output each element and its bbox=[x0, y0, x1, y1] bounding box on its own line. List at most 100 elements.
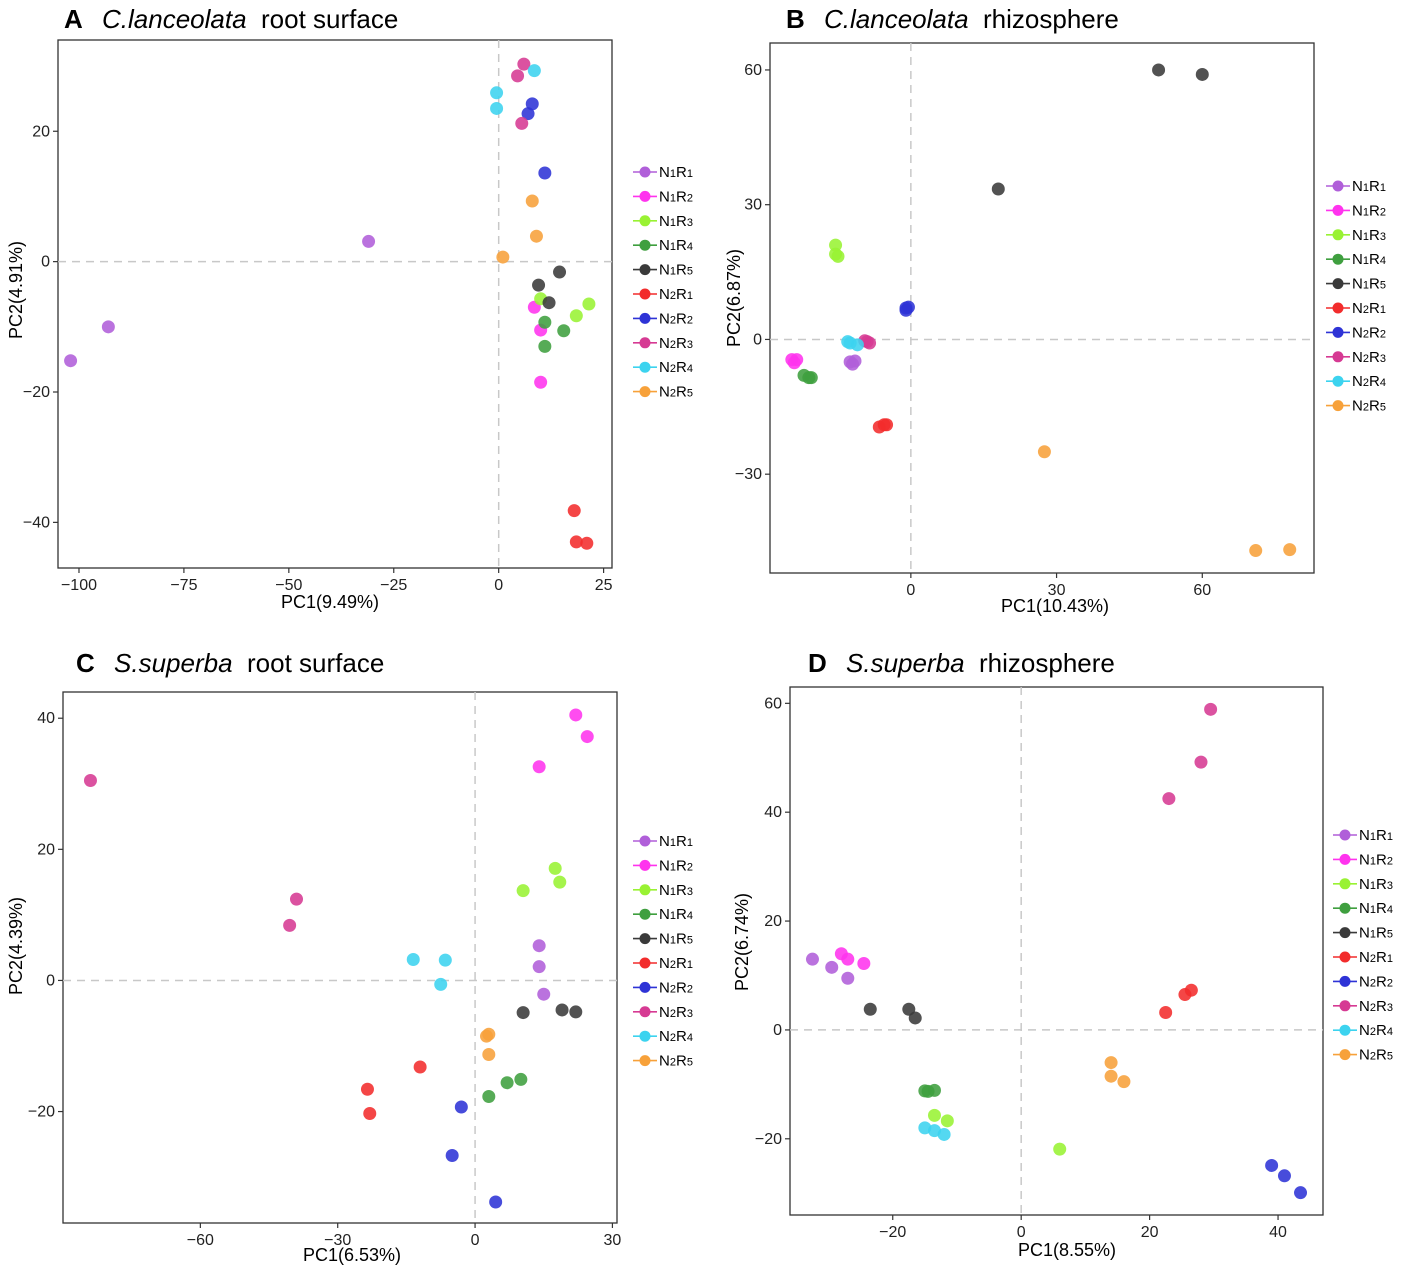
panel-a-point-n1r1 bbox=[64, 354, 78, 368]
panel-a-legend-label-part: R bbox=[676, 262, 687, 279]
panel-b-point-n2r1 bbox=[880, 418, 894, 432]
panel-c-legend-label-part: R bbox=[676, 1028, 687, 1045]
panel-b-point-n1r2 bbox=[787, 356, 801, 370]
panel-c-legend-key-n1r1 bbox=[639, 835, 651, 847]
panel-c-legend-label-part: 3 bbox=[687, 1008, 693, 1020]
panel-a-point-n1r5 bbox=[553, 265, 567, 279]
panel-c-point-n2r2 bbox=[489, 1195, 503, 1209]
panel-a-point-n1r4 bbox=[557, 324, 571, 338]
panel-a-y-tick-label: −20 bbox=[23, 384, 50, 401]
panel-c-legend-label-n1r3: N1R3 bbox=[659, 882, 693, 899]
panel-c-legend-label-part: 2 bbox=[670, 1008, 676, 1020]
panel-c-point-n1r3 bbox=[548, 861, 562, 875]
panel-a-legend-label-part: 1 bbox=[670, 192, 676, 204]
panel-a-x-tick-label: −25 bbox=[380, 577, 407, 594]
panel-c-title-suffix: root surface bbox=[240, 648, 385, 678]
panel-c-legend-key-n2r4 bbox=[639, 1030, 651, 1042]
panel-b-legend-label-part: 1 bbox=[1363, 255, 1369, 267]
panel-b-legend-label-part: N bbox=[1352, 251, 1363, 268]
panel-b-legend-label-part: 2 bbox=[1363, 304, 1369, 316]
panel-a-legend-label-n1r2: N1R2 bbox=[659, 188, 693, 205]
panel-c-legend-label-part: N bbox=[659, 1053, 670, 1070]
panel-c-legend-label-n1r2: N1R2 bbox=[659, 857, 693, 874]
panel-a-legend-label-part: R bbox=[676, 237, 687, 254]
panel-d-point-n2r3 bbox=[1194, 755, 1208, 769]
panel-d-legend-label-part: 2 bbox=[1370, 953, 1376, 965]
panel-d-y-tick-label: 20 bbox=[764, 913, 782, 930]
panel-d-legend-label-n2r4: N2R4 bbox=[1359, 1022, 1393, 1039]
panel-d-legend-key-n2r4 bbox=[1339, 1024, 1351, 1036]
panel-a-x-tick-label: −100 bbox=[61, 577, 97, 594]
panel-d: D S.superba rhizosphere −20 0 20 40 −20 0 20 4… bbox=[732, 648, 1393, 1260]
panel-c-y-tick-label: 40 bbox=[37, 710, 55, 727]
panel-a-legend-label-part: 2 bbox=[670, 363, 676, 375]
panel-c-legend-label-n2r1: N2R1 bbox=[659, 955, 693, 972]
panel-b-legend-label-part: 5 bbox=[1380, 280, 1386, 292]
panel-c-y-tick-label: 0 bbox=[46, 972, 55, 989]
panel-c-species: S.superba bbox=[114, 648, 233, 678]
panel-c-point-n1r2 bbox=[569, 708, 583, 722]
panel-d-legend-label-part: R bbox=[1376, 998, 1387, 1015]
panel-a-legend-label-part: R bbox=[676, 310, 687, 327]
panel-a-x-axis-label: PC1(9.49%) bbox=[281, 592, 379, 612]
panel-d-legend-label-part: N bbox=[1359, 1047, 1370, 1064]
panel-b-legend-label-part: R bbox=[1369, 349, 1380, 366]
panel-b-legend-label-part: N bbox=[1352, 276, 1363, 293]
panel-c-points bbox=[83, 708, 594, 1209]
panel-c-legend-label-n1r5: N1R5 bbox=[659, 931, 693, 948]
panel-b-legend-label-part: 2 bbox=[1363, 353, 1369, 365]
panel-a-legend-label-part: N bbox=[659, 188, 670, 205]
panel-a-point-n1r2 bbox=[534, 375, 548, 389]
panel-c-legend-label-part: 1 bbox=[670, 935, 676, 947]
panel-b-x-axis: 0 30 60 bbox=[906, 573, 1211, 599]
panel-d-legend-label-part: 2 bbox=[1370, 1051, 1376, 1063]
panel-a-legend-label-part: 4 bbox=[687, 241, 693, 253]
panel-d-point-n2r2 bbox=[1294, 1186, 1308, 1200]
panel-c-legend-label-part: 1 bbox=[670, 910, 676, 922]
panel-b-legend-label-part: 3 bbox=[1380, 353, 1386, 365]
panel-b-legend-label-part: 1 bbox=[1363, 231, 1369, 243]
panel-a-legend-label-part: 5 bbox=[687, 266, 693, 278]
panel-b-legend-label-n2r2: N2R2 bbox=[1352, 324, 1386, 341]
panel-a-legend-label-part: 4 bbox=[687, 363, 693, 375]
panel-a-species: C.lanceolata bbox=[102, 4, 247, 34]
panel-b-legend-label-n1r2: N1R2 bbox=[1352, 202, 1386, 219]
panel-c-point-n2r1 bbox=[413, 1060, 427, 1074]
panel-b-legend-label-n2r4: N2R4 bbox=[1352, 373, 1386, 390]
panel-a-legend-label-part: N bbox=[659, 286, 670, 303]
panel-b-point-n1r3 bbox=[829, 238, 843, 252]
panel-a-legend-label-part: 2 bbox=[670, 290, 676, 302]
panel-c-legend-label-part: N bbox=[659, 882, 670, 899]
panel-a-x-tick-label: −50 bbox=[275, 577, 302, 594]
panel-d-legend-label-part: 4 bbox=[1387, 904, 1393, 916]
panel-c-point-n1r1 bbox=[532, 939, 546, 953]
panel-a-legend-label-n2r2: N2R2 bbox=[659, 310, 693, 327]
panel-d-legend-label-part: 3 bbox=[1387, 1002, 1393, 1014]
panel-b-legend-label-part: 2 bbox=[1363, 328, 1369, 340]
panel-a-point-n2r4 bbox=[490, 86, 504, 100]
panel-b-legend-label-part: N bbox=[1352, 178, 1363, 195]
panel-a-legend-label-part: 1 bbox=[670, 217, 676, 229]
panel-d-legend-label-n2r3: N2R3 bbox=[1359, 998, 1393, 1015]
panel-c-legend-label-part: 2 bbox=[670, 1032, 676, 1044]
panel-d-legend-label-part: N bbox=[1359, 827, 1370, 844]
panel-b-x-tick-label: 30 bbox=[1048, 582, 1066, 599]
panel-d-x-tick-label: −20 bbox=[879, 1224, 906, 1241]
panel-b-legend-label-part: 1 bbox=[1380, 304, 1386, 316]
panel-a-legend-label-part: 2 bbox=[670, 314, 676, 326]
panel-c-legend-key-n2r1 bbox=[639, 957, 651, 969]
panel-c-legend-label-n2r5: N2R5 bbox=[659, 1053, 693, 1070]
panel-b-legend-label-n1r1: N1R1 bbox=[1352, 178, 1386, 195]
panel-b-point-n1r5 bbox=[991, 182, 1005, 196]
panel-a-legend-label-part: N bbox=[659, 359, 670, 376]
panel-c-point-n1r2 bbox=[532, 760, 546, 774]
panel-c-legend-label-part: 2 bbox=[670, 1057, 676, 1069]
panel-d-point-n1r5 bbox=[908, 1011, 922, 1025]
panel-a-letter: A bbox=[64, 4, 83, 34]
panel-c-legend-label-part: 4 bbox=[687, 910, 693, 922]
panel-b-legend-label-part: R bbox=[1369, 398, 1380, 415]
panel-d-legend-label-part: R bbox=[1376, 949, 1387, 966]
panel-a: A C.lanceolata root surface −100 −75 −50 −2… bbox=[6, 4, 693, 612]
panel-a-legend-label-part: R bbox=[676, 286, 687, 303]
